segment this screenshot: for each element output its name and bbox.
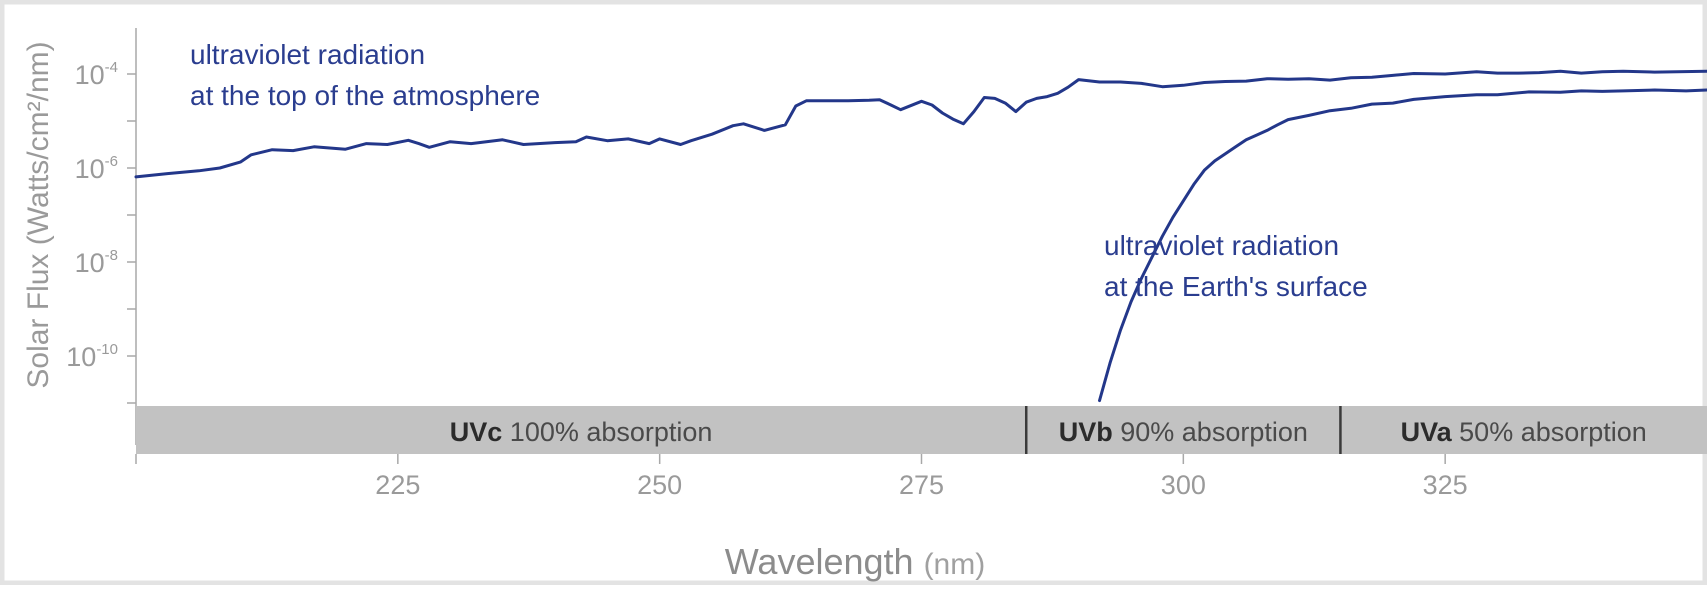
series-annotation-line: ultraviolet radiation [1104, 230, 1339, 261]
y-tick-exponent: -10 [96, 341, 118, 358]
band-name: UVb [1059, 417, 1113, 447]
x-tick-label: 325 [1423, 470, 1468, 500]
y-tick-label: 10-8 [75, 247, 118, 278]
x-axis-label-main: Wavelength [725, 541, 914, 582]
y-axis-label: Solar Flux (Watts/cm²/nm) [22, 41, 55, 388]
y-tick-label: 10-4 [75, 59, 118, 90]
series-lines [136, 71, 1707, 400]
band-label-uvc: UVc 100% absorption [450, 417, 713, 447]
series-annotation-line: at the top of the atmosphere [190, 80, 540, 111]
band-label-uvb: UVb 90% absorption [1059, 417, 1308, 447]
series-annotation-line: ultraviolet radiation [190, 39, 425, 70]
y-tick-exponent: -6 [105, 153, 118, 170]
x-ticks [136, 454, 1445, 464]
band-name: UVc [450, 417, 503, 447]
series-annotations: ultraviolet radiation at the top of the a… [190, 39, 1368, 302]
x-tick-label: 300 [1161, 470, 1206, 500]
x-axis-label: Wavelength (nm) [725, 541, 985, 582]
band-absorption: 100% absorption [502, 417, 712, 447]
y-tick-exponent: -8 [105, 247, 118, 264]
absorption-bands: UVc 100% absorption UVb 90% absorption UVa… [136, 406, 1707, 454]
y-ticks [127, 74, 136, 403]
band-name: UVa [1401, 417, 1453, 447]
series-annotation-line: at the Earth's surface [1104, 271, 1368, 302]
band-absorption: 50% absorption [1452, 417, 1647, 447]
y-tick-base: 10 [75, 248, 105, 278]
x-axis-label-unit: (nm) [924, 548, 986, 581]
y-tick-base: 10 [75, 60, 105, 90]
y-tick-labels: 10-410-610-810-10 [66, 59, 118, 372]
y-tick-label: 10-6 [75, 153, 118, 184]
y-tick-label: 10-10 [66, 341, 118, 372]
y-tick-base: 10 [66, 342, 96, 372]
x-tick-labels: 225 250 275 300 325 [375, 470, 1467, 500]
x-tick-label: 225 [375, 470, 420, 500]
y-tick-exponent: -4 [105, 59, 118, 76]
band-absorption: 90% absorption [1113, 417, 1308, 447]
x-tick-label: 275 [899, 470, 944, 500]
band-label-uva: UVa 50% absorption [1401, 417, 1647, 447]
x-tick-label: 250 [637, 470, 682, 500]
y-tick-base: 10 [75, 154, 105, 184]
